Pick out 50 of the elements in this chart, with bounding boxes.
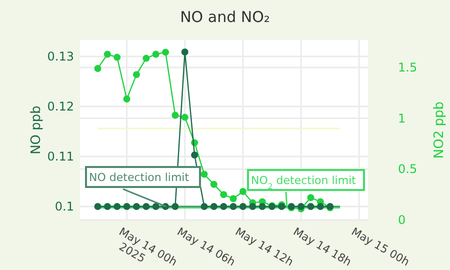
y-axis-title: NO ppb xyxy=(29,106,44,154)
point xyxy=(220,203,228,210)
point xyxy=(104,50,111,58)
point xyxy=(152,50,160,58)
point xyxy=(104,203,111,210)
y2-tick-label: 0.5 xyxy=(398,162,418,176)
point xyxy=(210,203,218,210)
point xyxy=(230,203,237,210)
point xyxy=(239,188,246,196)
ref-line-label: NO detection limit xyxy=(89,171,190,184)
y-tick-label: 0.12 xyxy=(47,100,74,114)
point xyxy=(191,152,198,158)
point xyxy=(94,64,102,72)
point xyxy=(152,203,160,210)
point xyxy=(114,203,121,210)
point xyxy=(114,54,121,61)
point xyxy=(172,112,179,119)
point xyxy=(123,203,130,210)
y2-tick-label: 1 xyxy=(398,111,406,126)
y2-axis-title: NO2 ppb xyxy=(432,101,447,159)
point xyxy=(200,203,208,210)
point xyxy=(132,203,140,210)
y2-tick-label: 0 xyxy=(398,213,406,227)
point xyxy=(220,191,228,198)
chart-title: NO and NO₂ xyxy=(180,8,270,26)
point xyxy=(316,203,324,210)
point xyxy=(239,203,246,210)
point xyxy=(181,48,188,56)
point xyxy=(123,95,130,102)
y-tick-label: 0.11 xyxy=(47,150,74,164)
point xyxy=(132,71,140,78)
point xyxy=(249,203,256,210)
y-tick-label: 0.13 xyxy=(47,50,74,64)
point xyxy=(181,114,188,121)
point xyxy=(258,203,266,210)
point xyxy=(142,54,150,62)
point xyxy=(94,203,102,210)
ref-line-label: NO$_{2}$ detection limit xyxy=(251,174,357,190)
point xyxy=(307,194,314,202)
x-tick-label: May 15 00h xyxy=(349,225,412,269)
point xyxy=(200,170,208,178)
point xyxy=(307,203,314,210)
y-tick-label: 0.1 xyxy=(54,200,74,214)
point xyxy=(210,180,218,188)
point xyxy=(162,48,170,56)
y2-tick-label: 1.5 xyxy=(398,60,418,74)
point xyxy=(298,203,305,210)
point xyxy=(172,203,179,210)
point xyxy=(230,195,237,202)
point xyxy=(142,203,150,210)
